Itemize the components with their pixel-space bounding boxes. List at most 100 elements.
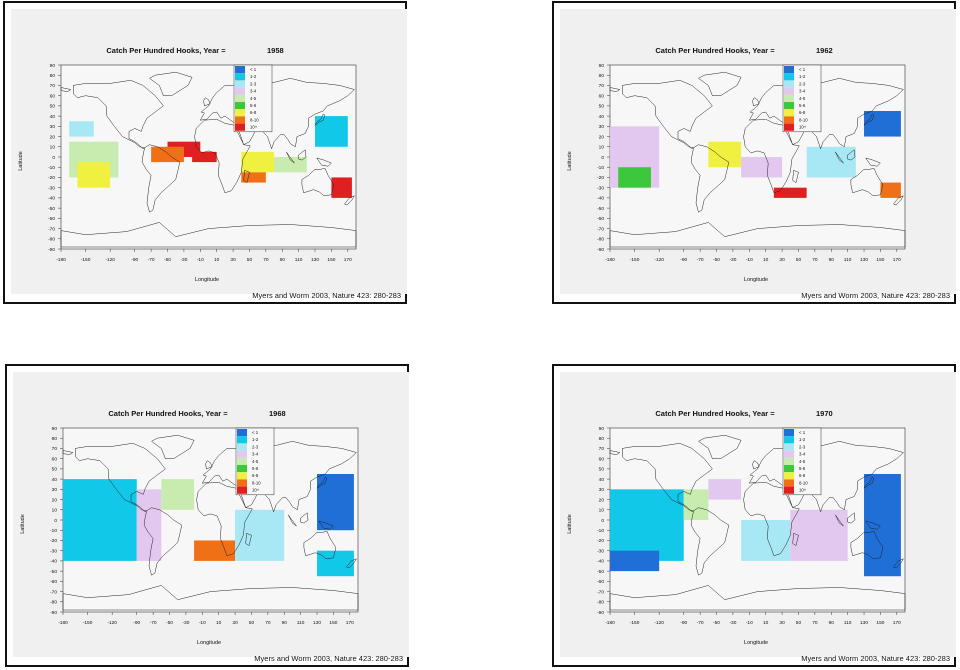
x-tick-label: 130	[860, 257, 868, 263]
continent-outline	[865, 520, 881, 530]
legend-swatch	[237, 450, 247, 458]
legend-swatch	[235, 116, 245, 124]
x-tick-label: 150	[329, 620, 337, 626]
heat-cell	[63, 479, 137, 561]
heat-cell	[274, 157, 307, 173]
y-tick-label: -40	[597, 559, 604, 565]
heat-cell	[806, 146, 856, 178]
legend-swatch	[784, 87, 794, 95]
y-tick-label: -60	[50, 579, 57, 585]
y-tick-label: -30	[50, 548, 57, 554]
legend-label: 5-6	[252, 466, 259, 471]
y-axis-label: Latitude	[20, 514, 26, 534]
y-tick-label: -10	[50, 528, 57, 534]
x-tick-label: -10	[746, 257, 753, 263]
legend-swatch	[784, 66, 794, 74]
y-axis-label: Latitude	[567, 514, 573, 534]
map-panel-1968: Catch Per Hundred Hooks, Year = 1968 90 80 7…	[5, 364, 409, 667]
x-tick-label: 170	[893, 257, 901, 263]
legend-label: 10+	[252, 488, 260, 493]
continent-outline	[609, 87, 621, 92]
y-tick-label: 40	[50, 114, 56, 120]
continent-outline	[847, 512, 856, 524]
x-tick-label: 130	[313, 620, 321, 626]
continent-outline	[743, 481, 800, 557]
y-tick-label: -70	[48, 226, 55, 232]
credit-text: Myers and Worm 2003, Nature 423: 280-283	[252, 291, 401, 300]
plot-area: Catch Per Hundred Hooks, Year = 1962 90 80 7…	[560, 9, 956, 294]
continent-outline	[847, 149, 856, 161]
x-tick-label: -90	[131, 257, 138, 263]
legend-label: 3-4	[799, 89, 806, 94]
x-tick-label: -30	[729, 257, 736, 263]
x-tick-label: -30	[182, 620, 189, 626]
y-tick-label: 90	[599, 63, 605, 69]
x-tick-label: 10	[763, 620, 769, 626]
x-tick-label: 150	[876, 257, 884, 263]
plot-area: Catch Per Hundred Hooks, Year = 1968 90 80 7…	[13, 372, 409, 657]
legend-swatch	[784, 73, 794, 81]
x-tick-label: -90	[133, 620, 140, 626]
y-tick-label: -90	[50, 610, 57, 616]
x-tick-label: 30	[779, 257, 785, 263]
credit-text: Myers and Worm 2003, Nature 423: 280-283	[254, 654, 403, 663]
legend-swatch	[237, 472, 247, 480]
x-tick-label: -150	[81, 257, 91, 263]
y-tick-label: 20	[50, 134, 56, 140]
y-tick-label: 40	[599, 114, 605, 120]
continent-outline	[835, 514, 844, 527]
y-tick-label: -70	[597, 589, 604, 595]
plot-area: Catch Per Hundred Hooks, Year = 1970 90 80 7…	[560, 372, 956, 657]
y-tick-label: -80	[48, 237, 55, 243]
heat-cell	[317, 550, 354, 577]
title-year: 1968	[269, 409, 286, 418]
legend-label: 8-10	[799, 480, 808, 485]
legend-swatch	[237, 457, 247, 465]
legend-label: 8-10	[799, 117, 808, 122]
legend-label: 2-3	[799, 444, 806, 449]
y-tick-label: 30	[599, 124, 605, 130]
y-tick-label: 90	[599, 426, 605, 432]
legend-label: 2-3	[799, 81, 806, 86]
heat-cell	[69, 121, 94, 137]
y-tick-label: 40	[52, 477, 58, 483]
x-tick-label: 170	[346, 620, 354, 626]
y-tick-label: 20	[52, 497, 58, 503]
x-tick-label: 70	[263, 257, 269, 263]
x-tick-label: -70	[697, 620, 704, 626]
x-tick-label: 30	[779, 620, 785, 626]
legend-swatch	[235, 87, 245, 95]
continent-outline	[850, 167, 884, 197]
y-tick-label: 30	[599, 487, 605, 493]
y-tick-label: 40	[599, 477, 605, 483]
heat-cell	[741, 520, 791, 561]
continent-outline	[346, 558, 358, 569]
legend-swatch	[237, 486, 247, 494]
x-tick-label: -10	[199, 620, 206, 626]
continent-outline	[245, 532, 252, 546]
x-tick-label: -120	[654, 257, 664, 263]
legend-swatch	[784, 109, 794, 117]
legend-label: 4-5	[250, 96, 257, 101]
y-tick-label: 80	[599, 436, 605, 442]
x-tick-label: -180	[56, 257, 66, 263]
heat-cell	[773, 187, 807, 198]
legend-swatch	[784, 94, 794, 102]
legend-swatch	[235, 102, 245, 110]
x-axis-label: Longitude	[197, 640, 221, 646]
continent-outline	[75, 443, 166, 513]
legend-label: 10+	[799, 125, 807, 130]
legend-swatch	[784, 443, 794, 451]
legend-swatch	[784, 123, 794, 131]
continent-outline	[60, 87, 72, 92]
x-tick-label: 150	[876, 620, 884, 626]
continent-outline	[196, 481, 253, 557]
continent-outline	[300, 512, 309, 524]
chart-title: Catch Per Hundred Hooks, Year =	[106, 46, 226, 55]
x-tick-label: 110	[844, 620, 852, 626]
continent-outline	[893, 558, 905, 569]
chart-svg: Catch Per Hundred Hooks, Year = 1968 90 80 7…	[20, 409, 359, 646]
legend-label: 5-6	[799, 466, 806, 471]
y-tick-label: -30	[597, 185, 604, 191]
continent-outline	[298, 149, 307, 161]
